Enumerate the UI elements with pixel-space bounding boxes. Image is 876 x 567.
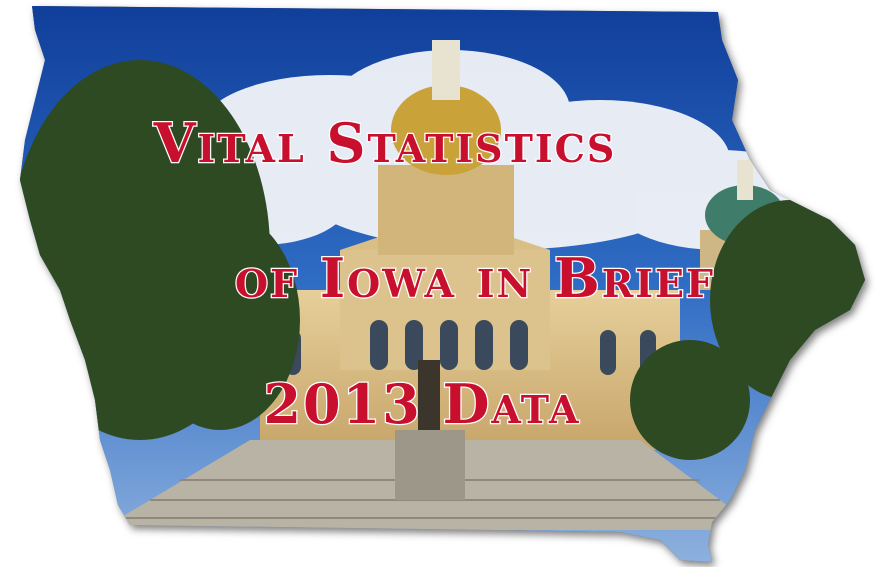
title-line: 2013 Data: [263, 372, 580, 436]
cover: Vital Statistics of Iowa in Brief 2013 D…: [0, 0, 876, 567]
title-line: of Iowa in Brief: [235, 246, 715, 310]
title-line: Vital Statistics: [153, 111, 617, 175]
